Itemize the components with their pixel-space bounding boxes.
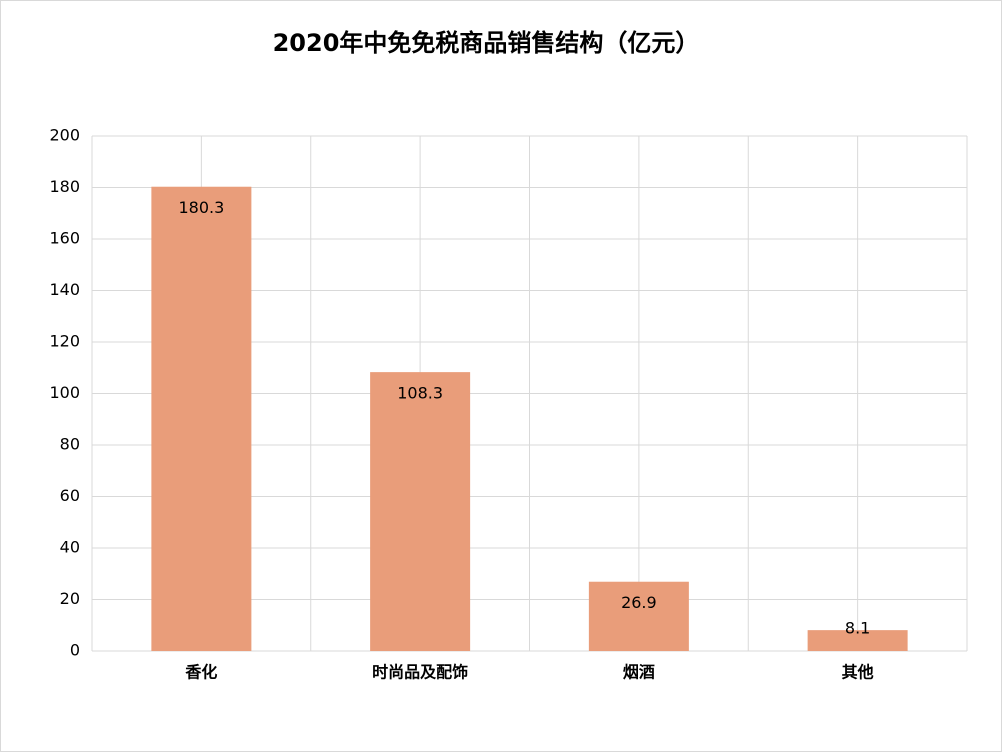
y-tick-label: 180 [49, 177, 80, 196]
y-tick-label: 60 [60, 486, 80, 505]
y-tick-label: 120 [49, 332, 80, 351]
y-tick-label: 80 [60, 435, 80, 454]
x-tick-label: 时尚品及配饰 [372, 663, 468, 682]
y-tick-label: 100 [49, 383, 80, 402]
y-tick-label: 40 [60, 538, 80, 557]
chart-title: 2020年中免免税商品销售结构（亿元） [273, 29, 700, 57]
data-label: 180.3 [178, 198, 224, 217]
x-tick-label: 香化 [184, 663, 217, 682]
x-tick-label: 其他 [842, 663, 874, 682]
bar [151, 186, 252, 652]
y-tick-label: 20 [60, 589, 80, 608]
bar [807, 630, 908, 651]
data-label: 108.3 [397, 384, 443, 403]
y-tick-label: 160 [49, 229, 80, 248]
y-tick-label: 0 [70, 641, 80, 660]
y-tick-label: 140 [49, 280, 80, 299]
data-label: 8.1 [845, 619, 870, 638]
data-label: 26.9 [621, 593, 657, 612]
y-tick-label: 200 [49, 126, 80, 145]
x-tick-label: 烟酒 [623, 663, 655, 682]
bar [370, 372, 471, 651]
bar [588, 581, 689, 651]
